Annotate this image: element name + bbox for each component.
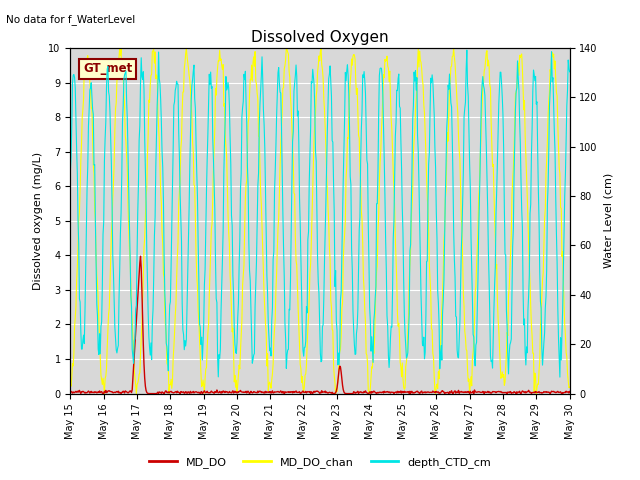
- Legend: MD_DO, MD_DO_chan, depth_CTD_cm: MD_DO, MD_DO_chan, depth_CTD_cm: [145, 452, 495, 472]
- Text: GT_met: GT_met: [83, 62, 132, 75]
- Title: Dissolved Oxygen: Dissolved Oxygen: [251, 30, 389, 46]
- Y-axis label: Dissolved oxygen (mg/L): Dissolved oxygen (mg/L): [33, 152, 43, 290]
- Y-axis label: Water Level (cm): Water Level (cm): [604, 173, 613, 268]
- Text: No data for f_WaterLevel: No data for f_WaterLevel: [6, 14, 136, 25]
